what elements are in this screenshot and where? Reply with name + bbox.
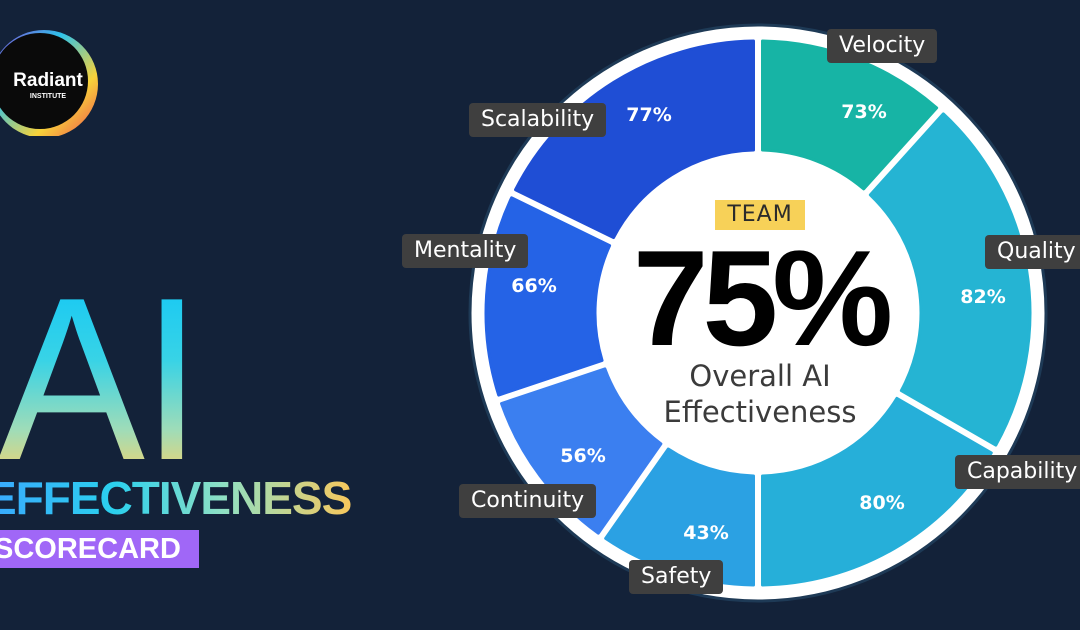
scorecard-badge: SCORECARD — [0, 530, 199, 568]
segment-capability — [760, 396, 993, 587]
center-summary: TEAM 75% Overall AI Effectiveness — [600, 200, 920, 430]
logo-subtitle: INSTITUTE — [30, 93, 66, 100]
quality-value: 82% — [960, 286, 1006, 308]
mentality-label: Mentality — [402, 234, 529, 268]
overall-score: 75% — [632, 222, 893, 374]
title-ai: AI — [0, 250, 202, 509]
logo-name: Radiant — [13, 70, 83, 91]
velocity-value: 73% — [841, 101, 887, 123]
capability-label: Capability — [955, 455, 1080, 489]
radiant-institute-logo: Radiant INSTITUTE — [0, 30, 98, 136]
safety-label: Safety — [629, 560, 724, 594]
scalability-value: 77% — [626, 104, 672, 126]
capability-value: 80% — [859, 492, 905, 514]
team-badge: TEAM — [715, 200, 805, 230]
quality-label: Quality — [985, 235, 1080, 269]
scalability-label: Scalability — [469, 103, 607, 137]
safety-value: 43% — [683, 522, 729, 544]
segment-quality — [868, 112, 1032, 447]
continuity-value: 56% — [560, 445, 606, 467]
continuity-label: Continuity — [459, 484, 597, 518]
segment-velocity — [760, 39, 939, 191]
mentality-value: 66% — [511, 275, 557, 297]
overall-caption-line2: Effectiveness — [663, 395, 857, 429]
title-effectiveness: EFFECTIVENESS — [0, 472, 352, 524]
velocity-label: Velocity — [827, 29, 938, 63]
overall-caption-line1: Overall AI — [689, 359, 831, 393]
